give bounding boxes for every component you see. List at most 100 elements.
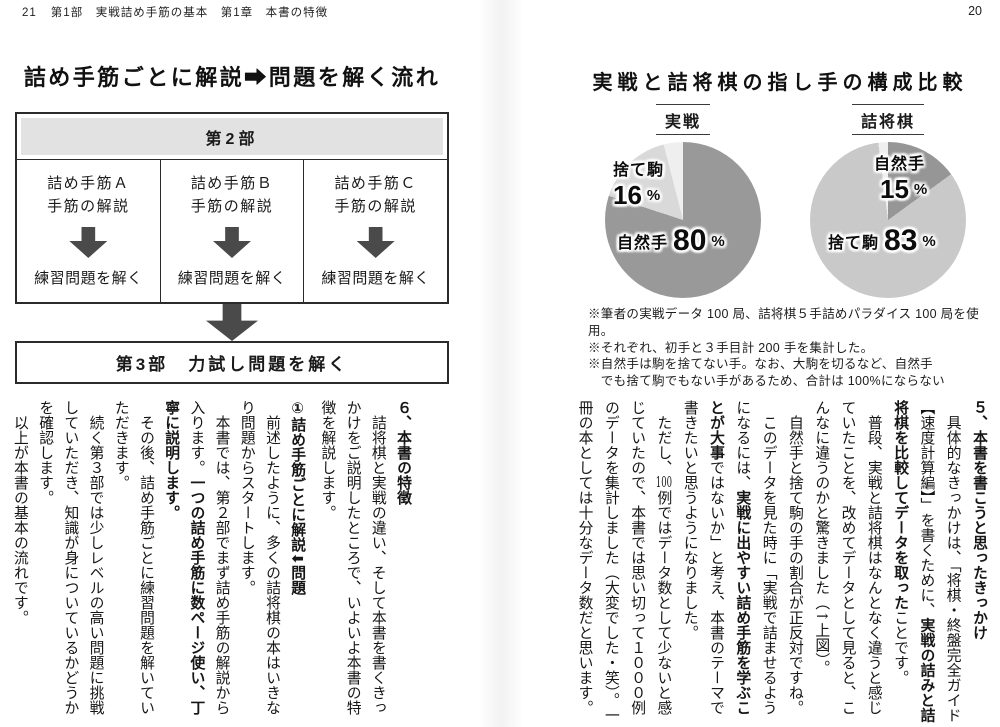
footnote-line: ※それぞれ、初手と３手目計 200 手を集計した。	[588, 340, 874, 355]
text-segment: 100	[655, 475, 673, 490]
text-segment: 本書では、第２部でまず詰め手筋の解説から入ります。	[188, 400, 231, 715]
text-segment: ５、本書を書こうと思ったきっかけ	[971, 400, 988, 640]
flowchart-part2-header: 第2部	[21, 118, 443, 155]
text-segment: ただし、	[655, 400, 673, 475]
cell-c-result: 練習問題を解く	[321, 270, 430, 287]
footnote-line: ※筆者の実戦データ 100 局、詰将棋５手詰めパラダイス 100 局を使用。	[588, 307, 980, 338]
big-down-arrow-icon	[206, 304, 258, 341]
down-arrow-icon	[356, 227, 395, 258]
text-segment: ①詰め手筋ごとに解説	[289, 400, 307, 553]
cell-a-line1: 詰め手筋Ａ	[47, 175, 130, 192]
flowchart-columns: 詰め手筋Ａ 手筋の解説 練習問題を解く 詰め手筋Ｂ 手筋の解説 練習問題を解く …	[17, 159, 447, 302]
down-arrow-icon	[213, 227, 251, 258]
pie-slice-label-sutegoma: 捨て駒 83%	[828, 226, 936, 256]
running-head-left: 21 第1部 実戦詰め手筋の基本 第1章 本書の特徴	[22, 4, 328, 20]
pie-slice-label-shizente: 自然手 80%	[617, 226, 725, 256]
text-segment: 実戦の詰みと詰将棋を比較してデータを取った	[892, 400, 936, 723]
cell-a-line2: 手筋の解説	[47, 197, 130, 215]
text-segment: 続く第３部では少しレベルの高い問題に挑戦していただき、知識が身についているかどう…	[37, 400, 105, 715]
text-segment: 以上が本書の基本の流れです。	[11, 400, 29, 625]
running-head-text: 第1部 実戦詰め手筋の基本 第1章 本書の特徴	[50, 7, 329, 19]
percent-sign: %	[922, 232, 936, 250]
page-number-left: 21	[22, 7, 37, 19]
slice-value: 16	[613, 180, 642, 210]
pie-chart-tsumeshogi: 自然手 15% 捨て駒 83%	[810, 142, 966, 298]
vertical-paragraph: 普段、実戦と詰将棋はなんとなく違うと感じていたことを、改めてデータとして見ると、…	[808, 400, 887, 727]
slice-value: 83	[884, 224, 918, 257]
chart-label-text: 実戦	[655, 104, 710, 135]
text-segment: 問題	[289, 564, 307, 595]
cell-a-title: 詰め手筋Ａ 手筋の解説	[47, 173, 130, 218]
slice-name: 捨て駒	[828, 235, 880, 252]
vertical-paragraph: 本書では、第２部でまず詰め手筋の解説から入ります。一つの詰め手筋に数ページ使い、…	[159, 400, 235, 727]
vertical-paragraph: 詰将棋と実戦の違い、そして本書を書くきっかけをご説明したところで、いよいよ本書の…	[315, 400, 391, 727]
chart-label-jissen: 実戦	[605, 104, 761, 135]
slice-name: 自然手	[874, 156, 926, 173]
vertical-paragraph: 具体的なきっかけは、「将棋・終盤完全ガイド【速度計算編】」を書くために、実戦の詰…	[887, 400, 966, 727]
vertical-paragraph: 続く第３部では少しレベルの高い問題に挑戦していただき、知識が身についているかどう…	[33, 400, 109, 727]
percent-sign: %	[646, 186, 661, 204]
chart-label-text: 詰将棋	[851, 104, 924, 135]
text-segment: その後、詰め手筋ごとに練習問題を解いていただきます。	[112, 400, 155, 715]
flowchart-part3-box: 第3部 力試し問題を解く	[15, 341, 449, 384]
book-gutter-shadow	[478, 0, 524, 727]
footnote-line: ※自然手は駒を捨てない手。なお、大駒を切るなど、自然手	[588, 357, 933, 372]
cell-c-title: 詰め手筋Ｃ 手筋の解説	[334, 173, 417, 218]
text-segment: 実戦に出やすい詰め手筋を学ぶことが大事	[708, 400, 752, 715]
text-segment: ではないか」と考え、本書のテーマで書きたいと思うようになりました。	[681, 400, 726, 715]
text-segment: 前述したように、多くの詰将棋の本はいきなり問題からスタートします。	[238, 400, 281, 715]
vertical-heading: ①詰め手筋ごとに解説➡問題	[285, 400, 310, 727]
right-page-title: 実戦と詰将棋の指し手の構成比較	[592, 72, 968, 94]
vertical-heading: ６、本書の特徴	[391, 400, 416, 727]
text-segment: このデータを見た時に「実戦で詰ませるようになるには、	[734, 400, 778, 715]
flowchart-cell-c: 詰め手筋Ｃ 手筋の解説 練習問題を解く	[304, 160, 447, 302]
text-segment: 具体的なきっかけは、「将棋・終盤完全ガイド【速度計算編】」を書くために、	[918, 400, 962, 723]
vertical-paragraph: 以上が本書の基本の流れです。	[8, 400, 33, 727]
cell-b-title: 詰め手筋Ｂ 手筋の解説	[191, 173, 274, 218]
vertical-heading: ５、本書を書こうと思ったきっかけ	[966, 400, 992, 727]
vertical-paragraph: 自然手と捨て駒の手の割合が正反対ですね。	[782, 400, 808, 727]
left-page-body-text: ６、本書の特徴 詰将棋と実戦の違い、そして本書を書くきっかけをご説明したところで…	[10, 400, 416, 727]
cell-b-line2: 手筋の解説	[190, 197, 274, 215]
flowchart-cell-a: 詰め手筋Ａ 手筋の解説 練習問題を解く	[17, 160, 161, 302]
left-page-title: 詰め手筋ごとに解説➡問題を解く流れ	[23, 65, 441, 90]
slice-name: 捨て駒	[613, 162, 665, 179]
text-segment: 例ではデータ数として少ないと感じていたので、本書では思い切って１０００例のデータ…	[576, 400, 673, 723]
percent-sign: %	[711, 232, 725, 250]
flowchart-header-wrap: 第2部	[17, 114, 447, 155]
page-number-right: 20	[968, 4, 982, 18]
pie-slice-label-sutegoma: 捨て駒 16%	[613, 156, 664, 208]
percent-sign: %	[913, 180, 928, 198]
chart-footnotes: ※筆者の実戦データ 100 局、詰将棋５手詰めパラダイス 100 局を使用。 ※…	[588, 306, 998, 390]
vertical-paragraph: その後、詰め手筋ごとに練習問題を解いていただきます。	[109, 400, 159, 727]
text-segment: ６、本書の特徴	[395, 400, 412, 505]
chart-label-tsumeshogi: 詰将棋	[810, 104, 966, 135]
pie-slice-label-shizente: 自然手 15%	[874, 150, 927, 202]
slice-value-row: 16%	[613, 182, 664, 208]
down-arrow-icon	[69, 227, 108, 258]
flowchart: 第2部 詰め手筋Ａ 手筋の解説 練習問題を解く 詰め手筋Ｂ 手筋の解説 練習問題…	[15, 112, 449, 384]
slice-value-row: 15%	[880, 176, 927, 202]
text-segment: ことです。	[892, 610, 910, 685]
slice-value: 15	[880, 174, 909, 204]
pie-chart-jissen: 捨て駒 16% 自然手 80%	[605, 142, 761, 298]
vertical-paragraph: ただし、100例ではデータ数として少ないと感じていたので、本書では思い切って１０…	[571, 400, 676, 727]
text-segment: 普段、実戦と詰将棋はなんとなく違うと感じていたことを、改めてデータとして見ると、…	[813, 400, 883, 715]
flowchart-cell-b: 詰め手筋Ｂ 手筋の解説 練習問題を解く	[161, 160, 305, 302]
text-segment: ➡	[291, 550, 304, 568]
slice-name: 自然手	[617, 235, 669, 252]
cell-c-line1: 詰め手筋Ｃ	[334, 175, 417, 192]
vertical-paragraph: 前述したように、多くの詰将棋の本はいきなり問題からスタートします。	[235, 400, 285, 727]
text-segment: 詰将棋と実戦の違い、そして本書を書くきっかけをご説明したところで、いよいよ本書の…	[319, 400, 387, 715]
vertical-paragraph: このデータを見た時に「実戦で詰ませるようになるには、実戦に出やすい詰め手筋を学ぶ…	[676, 400, 781, 727]
cell-b-result: 練習問題を解く	[177, 270, 287, 287]
text-segment: 一つの詰め手筋に数ページ使い、丁寧に説明します。	[163, 400, 206, 715]
cell-b-line1: 詰め手筋Ｂ	[190, 175, 274, 192]
flowchart-part2-box: 第2部 詰め手筋Ａ 手筋の解説 練習問題を解く 詰め手筋Ｂ 手筋の解説 練習問題…	[15, 112, 449, 304]
cell-a-result: 練習問題を解く	[34, 270, 143, 287]
text-segment: 自然手と捨て駒の手の割合が正反対ですね。	[786, 400, 804, 715]
slice-value: 80	[673, 224, 707, 257]
footnote-line: でも捨て駒でもない手があるため、合計は 100%にならない	[588, 374, 945, 389]
cell-c-line2: 手筋の解説	[334, 197, 417, 215]
right-page-body-text: ５、本書を書こうと思ったきっかけ 具体的なきっかけは、「将棋・終盤完全ガイド【速…	[568, 400, 992, 727]
